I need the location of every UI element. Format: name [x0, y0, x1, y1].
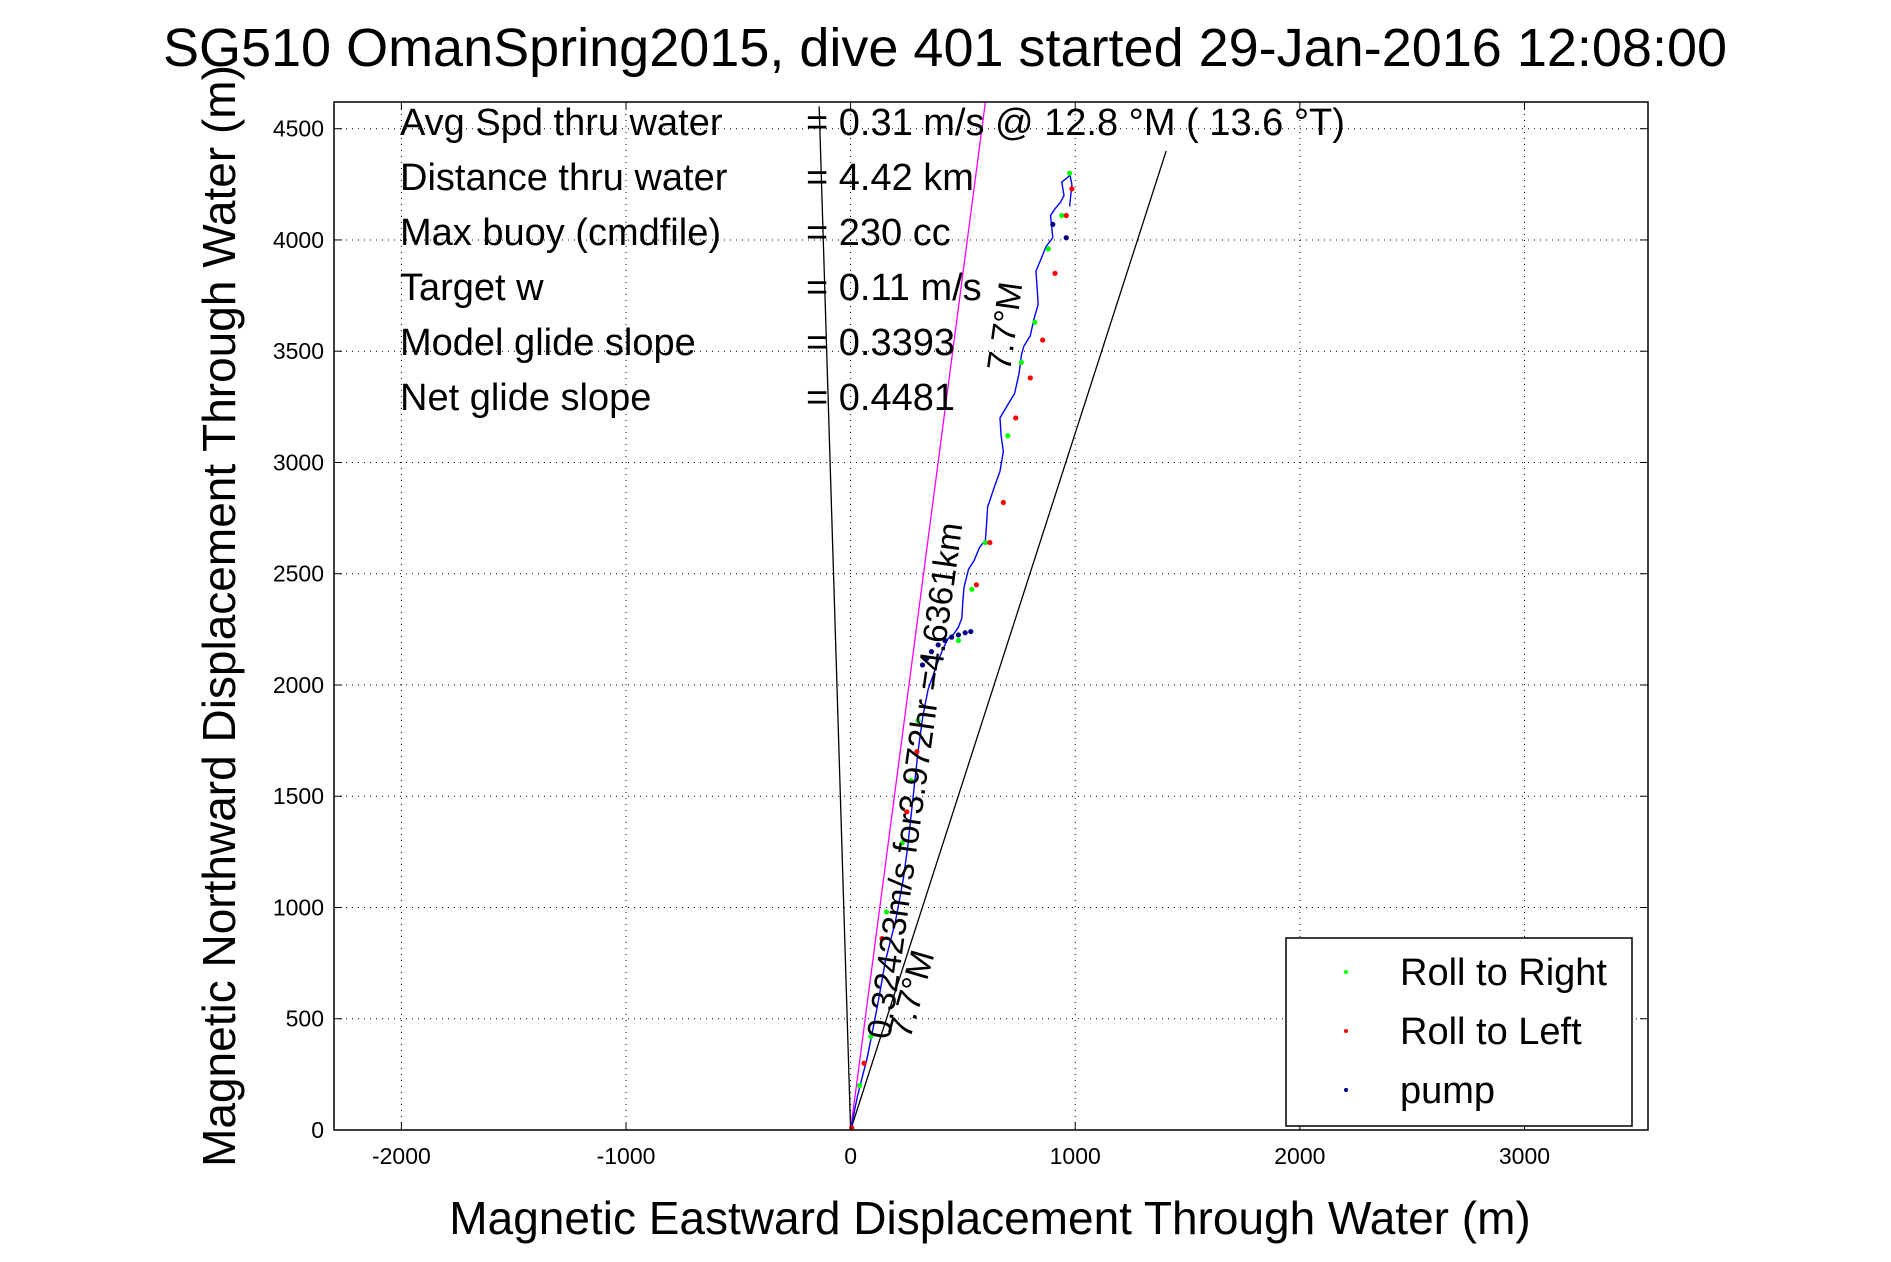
- y-tick-label: 1000: [273, 894, 324, 920]
- y-tick-label: 500: [286, 1006, 324, 1032]
- legend-label-roll-right: Roll to Right: [1400, 952, 1607, 994]
- point-roll-to-left: [1013, 415, 1019, 421]
- point-roll-to-left: [973, 582, 980, 588]
- point-roll-to-right: [915, 717, 921, 724]
- annotation-label: Model glide slope: [400, 322, 696, 364]
- y-tick-label: 1500: [273, 783, 324, 809]
- x-tick-label: 3000: [1499, 1143, 1550, 1169]
- legend-marker-roll-left: [1344, 1029, 1348, 1033]
- point-roll-to-right: [1018, 359, 1024, 365]
- point-pump: [1050, 221, 1056, 227]
- reference-lines: [818, 101, 1167, 1131]
- series-track-line: [849, 173, 1073, 1131]
- legend-label-pump: pump: [1400, 1070, 1495, 1112]
- point-roll-to-right: [955, 637, 962, 644]
- point-roll-to-right: [982, 539, 988, 546]
- y-tick-label: 2500: [273, 561, 324, 587]
- point-roll-to-left: [1000, 499, 1006, 506]
- legend-box: [1285, 937, 1633, 1127]
- y-axis-label: Magnetic Northward Displacement Through …: [193, 65, 245, 1167]
- annotation-value: = 0.4481: [806, 377, 955, 419]
- y-tick-label: 4500: [273, 116, 324, 142]
- x-tick-label: 2000: [1274, 1143, 1325, 1169]
- y-tick-label: 3000: [273, 449, 324, 475]
- point-roll-to-right: [908, 778, 914, 784]
- point-roll-to-left: [1063, 212, 1069, 219]
- point-roll-to-right: [868, 1033, 874, 1040]
- legend: Roll to Right Roll to Left pump: [1285, 937, 1633, 1127]
- point-roll-to-left: [1040, 337, 1046, 343]
- point-roll-to-right: [1067, 170, 1073, 176]
- point-roll-to-right: [1059, 212, 1065, 219]
- chart-title: SG510 OmanSpring2015, dive 401 started 2…: [163, 18, 1727, 78]
- annotation-label: Net glide slope: [400, 377, 651, 419]
- annotation-value: = 0.11 m/s: [806, 267, 982, 309]
- legend-label-roll-left: Roll to Left: [1400, 1011, 1582, 1053]
- point-roll-to-right: [1005, 433, 1011, 439]
- annotation-label: Max buoy (cmdfile): [400, 212, 721, 254]
- annotation-label: Distance thru water: [400, 157, 728, 199]
- reference-line: [849, 101, 987, 1131]
- legend-marker-roll-right: [1344, 970, 1348, 974]
- annotation-value: = 4.42 km: [806, 157, 974, 199]
- annotation-value: = 230 cc: [806, 212, 951, 254]
- reference-line: [818, 106, 852, 1131]
- annotation-label: Avg Spd thru water: [400, 102, 723, 144]
- point-roll-to-left: [861, 1060, 867, 1066]
- point-pump: [955, 632, 962, 638]
- point-pump: [1063, 235, 1069, 241]
- angle-label-upper: 7.7°M: [980, 280, 1030, 374]
- point-roll-to-left: [1027, 375, 1033, 381]
- point-roll-to-right: [1045, 246, 1051, 252]
- point-pump: [968, 628, 974, 635]
- point-pump: [962, 630, 968, 636]
- point-roll-to-right: [883, 909, 890, 915]
- data-series: [849, 170, 1075, 1131]
- point-pump: [935, 642, 941, 648]
- y-tick-label: 2000: [273, 672, 324, 698]
- legend-marker-pump: [1344, 1088, 1348, 1092]
- point-pump: [942, 637, 948, 644]
- x-axis-label: Magnetic Eastward Displacement Through W…: [449, 1192, 1530, 1244]
- x-tick-label: 1000: [1050, 1143, 1101, 1169]
- x-tick-label: -2000: [372, 1143, 431, 1169]
- point-pump: [949, 634, 955, 640]
- point-pump: [928, 649, 935, 655]
- stats-annotations: Avg Spd thru water = 0.31 m/s @ 12.8 °M (…: [400, 102, 1345, 419]
- point-roll-to-left: [1069, 186, 1075, 192]
- axis-ticks: -2000 -1000 0 1000 2000 3000 0 500 1000 1500 2000 2…: [273, 102, 1648, 1169]
- point-roll-to-right: [1032, 319, 1038, 325]
- point-pump: [919, 662, 926, 668]
- point-roll-to-left: [987, 539, 993, 546]
- annotation-label: Target w: [400, 267, 544, 309]
- y-tick-label: 4000: [273, 227, 324, 253]
- reference-line: [849, 150, 1167, 1131]
- point-roll-to-right: [857, 1082, 863, 1089]
- plot-frame: [333, 101, 1649, 1131]
- point-roll-to-right: [899, 840, 905, 846]
- annotation-value: = 0.31 m/s @ 12.8 °M ( 13.6 °T): [806, 102, 1345, 144]
- x-tick-label: 0: [844, 1143, 857, 1169]
- x-tick-label: -1000: [597, 1143, 656, 1169]
- point-pump: [924, 655, 930, 661]
- point-roll-to-left: [1052, 270, 1058, 276]
- y-tick-label: 0: [311, 1117, 324, 1143]
- point-roll-to-left: [904, 809, 910, 815]
- point-roll-to-right: [969, 586, 975, 592]
- point-roll-to-left: [879, 936, 885, 942]
- annotation-value: = 0.3393: [806, 322, 955, 364]
- point-roll-to-left: [914, 749, 920, 755]
- y-tick-label: 3500: [273, 338, 324, 364]
